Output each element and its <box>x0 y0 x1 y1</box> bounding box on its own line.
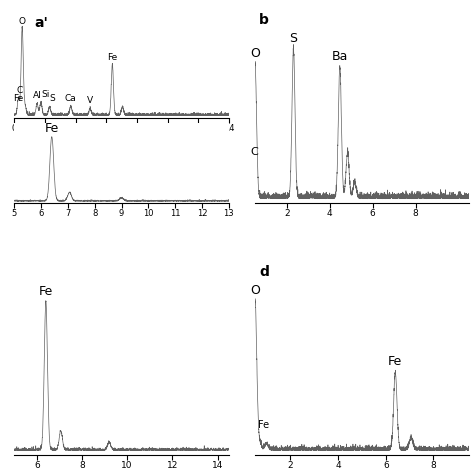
Text: Si: Si <box>41 90 49 99</box>
Text: Fe: Fe <box>39 285 53 298</box>
Text: Fe: Fe <box>107 53 118 62</box>
Text: Ba: Ba <box>332 50 348 63</box>
Text: Al: Al <box>33 91 41 100</box>
Text: C: C <box>250 147 258 157</box>
Text: O: O <box>250 284 260 297</box>
Text: Fe: Fe <box>258 420 269 430</box>
Text: O: O <box>250 47 260 60</box>
Text: d: d <box>259 265 269 279</box>
Text: a': a' <box>34 16 48 29</box>
Text: S: S <box>50 94 55 103</box>
Text: C: C <box>17 86 23 95</box>
Text: b: b <box>259 13 269 27</box>
Text: Ca: Ca <box>65 93 77 102</box>
Text: S: S <box>290 32 298 45</box>
Text: Fe: Fe <box>13 93 24 102</box>
Text: O: O <box>18 17 26 26</box>
Text: V: V <box>87 96 93 105</box>
Text: Fe: Fe <box>45 122 59 135</box>
Text: Fe: Fe <box>388 355 402 368</box>
